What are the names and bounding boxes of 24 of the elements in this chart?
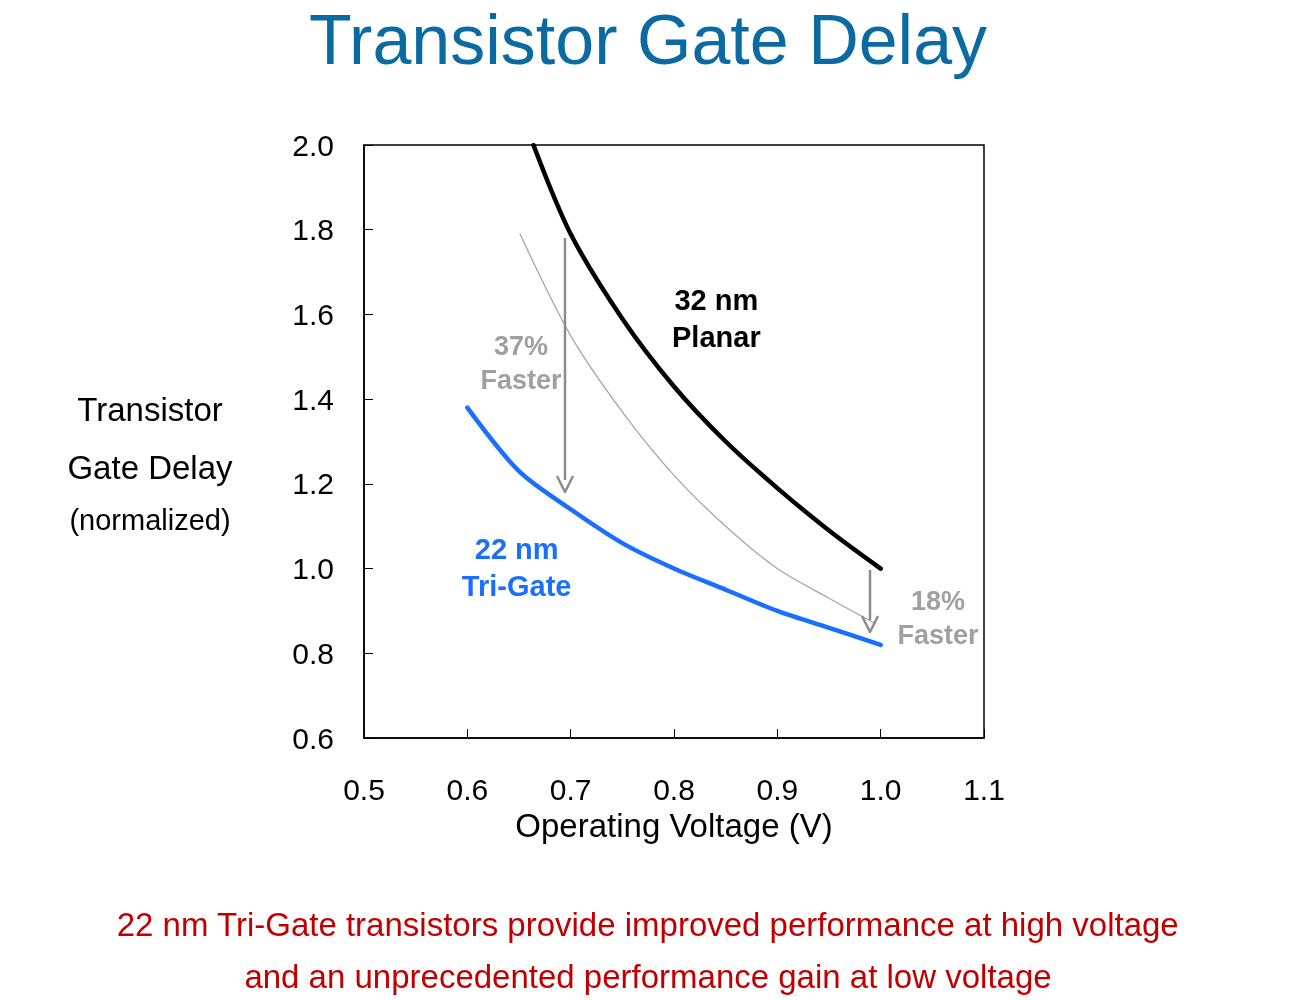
text: 22 nm Tri-Gate transistors provide improved performance at high voltage <box>116 906 1179 943</box>
x-tick-label: 0.8 <box>653 772 695 806</box>
chart-title: Transistor Gate Delay <box>308 1 988 79</box>
y-tick-label: 1.0 <box>292 552 334 586</box>
annotation: 37% Faster <box>480 331 563 395</box>
series-label: 32 nm Planar <box>672 284 761 354</box>
text: and an unprecedented performance gain at low voltage <box>244 958 1052 995</box>
x-tick-label: 1.0 <box>859 772 902 806</box>
y-tick-label: 2.0 <box>292 128 334 162</box>
x-tick-label: 0.6 <box>446 772 489 806</box>
x-axis-title: Operating Voltage (V) <box>515 806 833 844</box>
y-tick-label: 0.6 <box>292 721 334 755</box>
x-tick-label: 0.9 <box>756 772 799 806</box>
series-label: 22 nm Tri-Gate <box>461 532 572 602</box>
y-axis-title: Transistor Gate Delay (normalized) <box>67 391 234 536</box>
y-tick-label: 1.6 <box>292 297 334 331</box>
x-tick-label: 1.1 <box>963 772 1005 806</box>
x-tick-label: 0.7 <box>549 772 592 806</box>
y-tick-label: 1.2 <box>292 467 334 501</box>
y-tick-label: 1.4 <box>292 382 334 416</box>
y-tick-label: 0.8 <box>292 636 334 670</box>
y-tick-label: 1.8 <box>292 213 334 247</box>
annotation: 18% Faster <box>897 586 980 650</box>
x-tick-label: 0.5 <box>343 772 385 806</box>
